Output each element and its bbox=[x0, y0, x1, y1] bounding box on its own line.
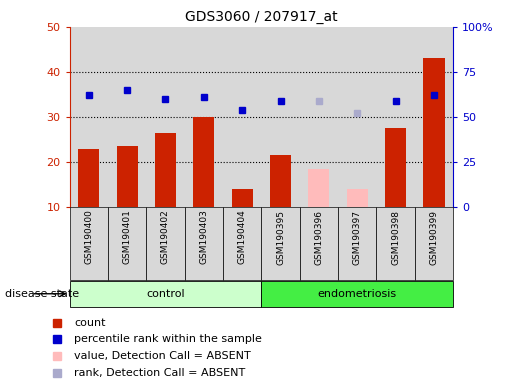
FancyBboxPatch shape bbox=[300, 207, 338, 280]
Bar bbox=[193, 117, 214, 207]
Bar bbox=[78, 149, 99, 207]
FancyBboxPatch shape bbox=[261, 207, 300, 280]
FancyBboxPatch shape bbox=[223, 207, 261, 280]
FancyBboxPatch shape bbox=[108, 207, 146, 280]
Bar bbox=[300, 27, 338, 207]
Text: rank, Detection Call = ABSENT: rank, Detection Call = ABSENT bbox=[74, 368, 246, 378]
Text: GSM190401: GSM190401 bbox=[123, 210, 131, 265]
Text: GSM190397: GSM190397 bbox=[353, 210, 362, 265]
Title: GDS3060 / 207917_at: GDS3060 / 207917_at bbox=[185, 10, 338, 25]
Bar bbox=[376, 27, 415, 207]
Bar bbox=[116, 146, 138, 207]
Text: endometriosis: endometriosis bbox=[318, 289, 397, 299]
FancyBboxPatch shape bbox=[146, 207, 184, 280]
Bar bbox=[184, 27, 223, 207]
Text: GSM190404: GSM190404 bbox=[238, 210, 247, 264]
Bar bbox=[423, 58, 444, 207]
Bar bbox=[108, 27, 146, 207]
FancyBboxPatch shape bbox=[415, 207, 453, 280]
Bar bbox=[385, 128, 406, 207]
Bar bbox=[270, 156, 291, 207]
FancyBboxPatch shape bbox=[376, 207, 415, 280]
Bar bbox=[308, 169, 330, 207]
FancyBboxPatch shape bbox=[184, 207, 223, 280]
Bar bbox=[223, 27, 261, 207]
Bar bbox=[70, 27, 108, 207]
Bar bbox=[415, 27, 453, 207]
Text: count: count bbox=[74, 318, 106, 328]
Text: value, Detection Call = ABSENT: value, Detection Call = ABSENT bbox=[74, 351, 251, 361]
Text: GSM190400: GSM190400 bbox=[84, 210, 93, 265]
FancyBboxPatch shape bbox=[70, 281, 261, 307]
Text: percentile rank within the sample: percentile rank within the sample bbox=[74, 334, 262, 344]
Text: control: control bbox=[146, 289, 185, 299]
Bar bbox=[155, 133, 176, 207]
Bar bbox=[146, 27, 184, 207]
Bar bbox=[232, 189, 253, 207]
Text: GSM190402: GSM190402 bbox=[161, 210, 170, 264]
Text: GSM190395: GSM190395 bbox=[276, 210, 285, 265]
Text: GSM190399: GSM190399 bbox=[430, 210, 438, 265]
Text: GSM190403: GSM190403 bbox=[199, 210, 208, 265]
Bar bbox=[261, 27, 300, 207]
Text: GSM190396: GSM190396 bbox=[315, 210, 323, 265]
Text: GSM190398: GSM190398 bbox=[391, 210, 400, 265]
Bar bbox=[338, 27, 376, 207]
Text: disease state: disease state bbox=[5, 289, 79, 299]
FancyBboxPatch shape bbox=[338, 207, 376, 280]
FancyBboxPatch shape bbox=[261, 281, 453, 307]
Bar bbox=[347, 189, 368, 207]
FancyBboxPatch shape bbox=[70, 207, 108, 280]
